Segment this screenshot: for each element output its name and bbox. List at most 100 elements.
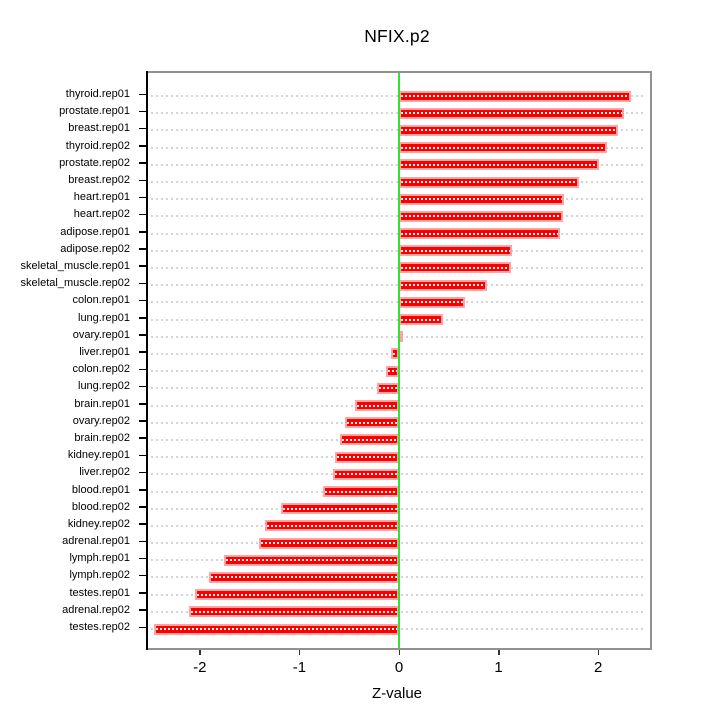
y-tick [139,299,146,302]
x-tick-label: -1 [292,659,307,676]
bar-colon.rep01 [399,296,465,308]
bar-dash-pattern [401,95,630,97]
bar-thyroid.rep02 [399,142,608,154]
y-axis-label: lung.rep02 [78,380,130,393]
bar-dash-pattern [196,593,397,596]
y-tick [139,351,146,353]
y-tick [139,317,146,319]
bar-lung.rep01 [399,314,443,325]
bar-dash-pattern [347,421,397,424]
y-axis-label: adrenal.rep01 [62,535,130,547]
bar-lymph.rep01 [223,554,399,566]
bar-dash-pattern [401,129,617,132]
bar-heart.rep02 [399,210,564,222]
y-tick [139,471,146,474]
bar-brain.rep02 [340,434,399,446]
zero-reference-line [398,73,400,648]
bar-dash-pattern [401,198,563,201]
plot-area [146,71,652,650]
bar-dash-pattern [337,456,397,459]
y-axis-label: lung.rep01 [78,311,130,324]
y-axis-label: testes.rep01 [69,586,130,599]
bar-dash-pattern [156,628,397,630]
bar-adipose.rep01 [399,228,561,239]
y-axis-label: liver.rep02 [79,466,130,479]
y-axis-label: heart.rep01 [73,191,130,204]
y-axis-label: skeletal_muscle.rep01 [20,259,130,272]
bar-dash-pattern [401,266,509,269]
y-tick [139,179,146,181]
bar-dash-pattern [282,507,397,510]
bar-dash-pattern [401,112,623,115]
y-tick [139,213,146,216]
x-tick [498,650,500,655]
bar-testes.rep02 [154,623,399,635]
bar-testes.rep01 [194,589,399,601]
bar-dash-pattern [401,284,485,287]
y-axis-label: testes.rep02 [69,621,130,633]
y-tick [139,127,146,130]
y-tick [139,540,146,542]
y-tick [139,196,146,199]
y-tick [139,282,146,285]
y-axis-label: prostate.rep02 [59,156,130,169]
x-axis-title: Z-value [371,685,423,702]
y-tick [139,403,146,405]
bar-skeletal_muscle.rep02 [399,279,487,291]
bar-kidney.rep02 [264,520,399,532]
y-axis-label: ovary.rep01 [72,328,130,341]
bar-dash-pattern [357,404,397,407]
bar-heart.rep01 [399,193,565,205]
x-tick-label: 2 [594,659,603,676]
bar-lung.rep02 [377,382,399,394]
bar-colon.rep02 [386,365,399,377]
y-axis-label: adipose.rep01 [60,225,130,238]
x-tick [298,650,301,655]
y-tick [139,489,146,491]
chart-title: NFIX.p2 [364,26,430,46]
y-axis-label: colon.rep02 [72,363,131,376]
bar-thyroid.rep01 [399,90,632,102]
y-axis-label: breast.rep01 [68,122,130,135]
bar-blood.rep01 [323,486,399,497]
y-tick [139,506,146,508]
bar-dash-pattern [190,610,397,613]
y-axis-label: kidney.rep02 [67,517,130,530]
bar-prostate.rep01 [399,107,625,119]
bar-ovary.rep01 [399,331,403,343]
y-tick [139,385,146,388]
y-axis-label: thyroid.rep02 [65,139,130,152]
bar-dash-pattern [401,301,463,304]
bar-dash-pattern [379,387,397,390]
y-tick [139,523,146,525]
bar-dash-pattern [388,370,397,373]
bar-adrenal.rep02 [188,606,399,618]
bar-adipose.rep02 [399,245,512,257]
x-tick [199,650,201,655]
bar-dash-pattern [401,181,578,183]
bar-dash-pattern [260,542,397,544]
y-tick [139,437,146,439]
y-axis-label: breast.rep02 [68,174,130,186]
bar-dash-pattern [401,146,606,149]
y-axis-label: ovary.rep02 [72,414,130,427]
y-axis-line [146,71,148,650]
bar-breast.rep01 [399,124,619,136]
y-tick [139,454,146,457]
bar-dash-pattern [266,524,397,527]
bar-dash-pattern [401,318,441,321]
y-axis-label: colon.rep01 [72,294,131,307]
bar-dash-pattern [401,163,598,166]
bar-adrenal.rep01 [258,537,399,549]
y-tick [139,162,146,164]
y-axis-label: blood.rep02 [71,500,130,513]
y-axis-label: skeletal_muscle.rep02 [20,277,130,290]
bar-dash-pattern [210,576,397,579]
bar-lymph.rep02 [208,571,399,583]
bar-dash-pattern [401,232,559,235]
y-tick [139,145,146,147]
y-axis-label: lymph.rep02 [69,569,130,582]
bar-dash-pattern [335,473,397,476]
bar-kidney.rep01 [335,451,399,463]
